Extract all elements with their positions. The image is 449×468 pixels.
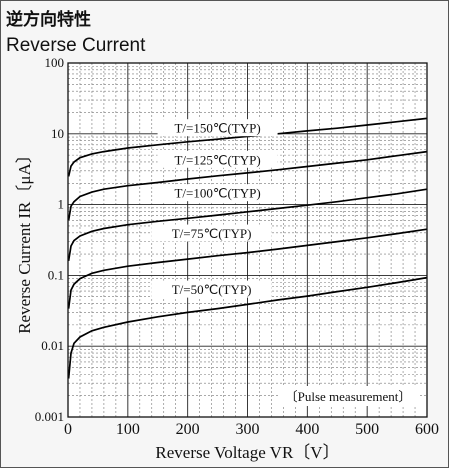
plot-border <box>67 62 428 418</box>
series-label-4: T/=75℃(TYP) <box>172 226 252 241</box>
series-label-2: T/=125℃(TYP) <box>174 152 260 167</box>
series-label-bg <box>157 119 278 137</box>
series-label-1: T/=150℃(TYP) <box>174 121 260 136</box>
series-label-3: T/=100℃(TYP) <box>174 186 260 201</box>
y-tick-label: 0.1 <box>48 267 64 282</box>
series-line-4 <box>67 228 428 309</box>
series-label-bg <box>151 224 272 242</box>
series-label-bg <box>157 150 278 168</box>
series-label-bg <box>157 184 278 202</box>
pulse-measurement-note: 〔Pulse measurement〕 <box>278 386 418 406</box>
series-lines <box>67 117 428 379</box>
x-tick-label: 300 <box>236 421 260 438</box>
x-axis-label: Reverse Voltage VR〔V〕 <box>155 443 339 462</box>
series-line-3 <box>67 188 428 262</box>
x-tick-label: 0 <box>64 421 72 438</box>
y-axis-ticks: 0.001 0.01 0.1 1 10 100 <box>35 55 64 424</box>
chart-title-japanese: 逆方向特性 <box>6 10 91 30</box>
x-tick-label: 200 <box>176 421 200 438</box>
y-tick-label: 0.001 <box>35 409 64 424</box>
series-line-5 <box>67 276 428 379</box>
y-axis-label: Reverse Current IR〔μA〕 <box>15 146 34 334</box>
series-labels: T/=150℃(TYP) T/=125℃(TYP) T/=100℃(TYP) T/=7… <box>151 119 278 298</box>
y-tick-label: 100 <box>45 55 65 70</box>
chart-title: Reverse Current <box>6 35 146 56</box>
x-tick-label: 600 <box>415 421 439 438</box>
series-line-1 <box>67 117 428 177</box>
y-tick-label: 10 <box>51 126 64 141</box>
x-tick-label: 100 <box>116 421 140 438</box>
series-label-5: T/=50℃(TYP) <box>172 282 252 297</box>
x-axis-ticks: 0 100 200 300 400 500 600 <box>64 421 439 438</box>
y-tick-label: 1 <box>58 197 65 212</box>
series-label-bg <box>151 280 272 298</box>
series-line-2 <box>67 150 428 221</box>
y-tick-label: 0.01 <box>41 338 64 353</box>
x-tick-label: 500 <box>355 421 379 438</box>
note-text: 〔Pulse measurement〕 <box>285 389 412 404</box>
x-tick-label: 400 <box>295 421 319 438</box>
